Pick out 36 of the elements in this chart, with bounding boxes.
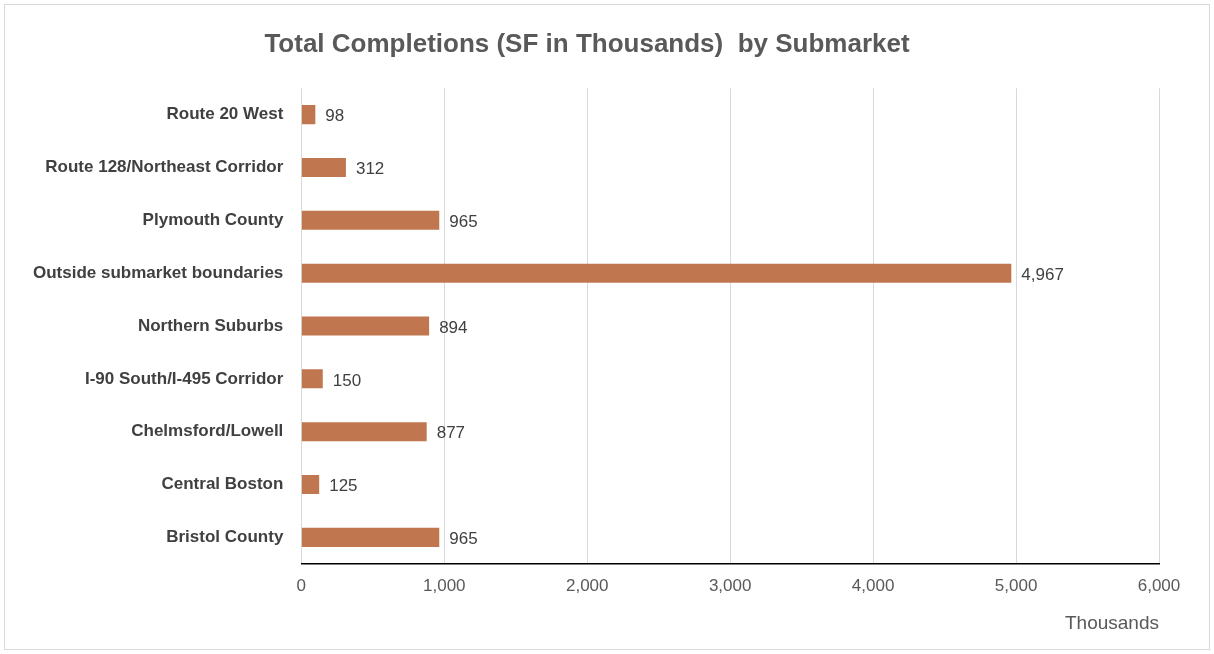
bar xyxy=(301,210,440,230)
bar xyxy=(301,157,346,177)
bar xyxy=(301,369,323,389)
bar xyxy=(301,105,316,125)
y-tick-label: Route 20 West xyxy=(166,104,284,124)
bar xyxy=(301,422,427,442)
x-tick-label: 4,000 xyxy=(851,575,895,595)
data-label: 877 xyxy=(436,423,466,443)
y-tick-label: Plymouth County xyxy=(142,210,284,229)
bar xyxy=(301,263,1012,283)
y-tick-label: Central Boston xyxy=(161,474,284,494)
x-tick-label: 5,000 xyxy=(994,575,1038,595)
y-tick-label: Northern Suburbs xyxy=(137,315,284,335)
y-tick-label: Bristol County xyxy=(166,527,284,547)
data-label: 125 xyxy=(329,476,358,496)
x-tick-label: 6,000 xyxy=(1137,575,1181,595)
x-tick-label: 0 xyxy=(296,575,307,595)
data-label: 965 xyxy=(449,212,478,231)
data-label: 98 xyxy=(325,106,345,126)
bar xyxy=(301,475,320,495)
bar xyxy=(301,527,440,547)
data-label: 4,967 xyxy=(1021,264,1064,284)
bar xyxy=(301,316,430,336)
data-label: 312 xyxy=(355,159,385,179)
chart-title: Total Completions (SF in Thousands) by Submarket xyxy=(264,27,910,58)
y-tick-label: Route 128/Northeast Corridor xyxy=(45,157,284,177)
x-axis-title: Thousands xyxy=(1064,611,1159,633)
y-tick-label: Chelmsford/Lowell xyxy=(131,421,284,441)
x-tick-label: 1,000 xyxy=(423,575,466,595)
data-label: 965 xyxy=(449,529,478,549)
x-tick-label: 2,000 xyxy=(565,575,609,595)
y-tick-label: Outside submarket boundaries xyxy=(32,262,284,282)
x-tick-label: 3,000 xyxy=(708,575,752,595)
data-label: 894 xyxy=(439,317,468,337)
data-label: 150 xyxy=(332,370,362,390)
y-tick-label: I-90 South/I-495 Corridor xyxy=(84,368,284,388)
